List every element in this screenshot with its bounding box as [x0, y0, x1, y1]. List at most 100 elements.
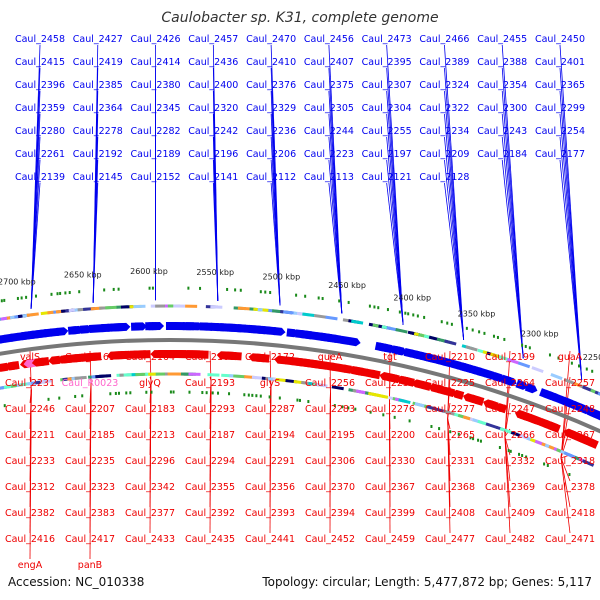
- forward-gene-label: Caul_2415: [15, 57, 65, 68]
- forward-gene-label: Caul_2121: [362, 172, 412, 183]
- label-connector: [269, 384, 272, 534]
- gc-dot: [407, 312, 410, 316]
- forward-gene-arrow: [55, 327, 69, 336]
- cog-bar: [40, 379, 53, 384]
- cog-bar: [414, 402, 427, 409]
- reverse-gene-label: Caul_2435: [185, 534, 235, 545]
- forward-gene-label: Caul_2458: [15, 34, 65, 45]
- forward-gene-label: Caul_2385: [73, 80, 123, 91]
- gc-dot: [259, 290, 262, 294]
- gc-dot: [58, 396, 61, 400]
- gc-dot: [307, 400, 310, 404]
- reverse-gene-label: Caul_2399: [365, 508, 415, 519]
- reverse-gene-arrow: [368, 369, 381, 380]
- gc-dot: [408, 419, 411, 423]
- reverse-gene-label: Caul_2168: [185, 352, 235, 363]
- forward-gene-arrow: [348, 337, 361, 347]
- forward-gene-label: Caul_2395: [362, 57, 412, 68]
- scale-tick-label: 2300 kbp: [521, 329, 559, 338]
- label-connector: [209, 380, 212, 534]
- gene-labels: Caul_2458 Caul_2427 Caul_2426 Caul_2457 Caul…: [5, 34, 595, 571]
- forward-gene-label: Caul_2414: [131, 57, 181, 68]
- reverse-gene-label: Caul_2213: [125, 430, 175, 441]
- gc-dot: [304, 294, 307, 298]
- forward-gene-label: Caul_2456: [304, 34, 354, 45]
- cog-bar: [135, 372, 148, 377]
- label-connector: [328, 182, 343, 314]
- reverse-gene-label: Caul_2207: [65, 404, 115, 415]
- gc-dot: [465, 326, 468, 330]
- reverse-gene-label: Caul_2172: [245, 352, 295, 363]
- forward-gene-label: Caul_2113: [304, 172, 354, 183]
- forward-gene-label: Caul_2329: [246, 103, 296, 114]
- gc-dot: [341, 405, 344, 409]
- reverse-gene-label: Caul_2409: [485, 508, 535, 519]
- gc-dot: [546, 463, 549, 467]
- gc-dot: [56, 292, 59, 296]
- forward-gene-label: Caul_2396: [15, 80, 65, 91]
- reverse-gene-label: Caul_2433: [125, 534, 175, 545]
- gc-dot: [3, 404, 6, 408]
- reverse-gene-label: Caul_2356: [245, 482, 295, 493]
- label-connector: [386, 159, 404, 326]
- gc-dot: [264, 290, 267, 294]
- reverse-gene-label: Caul_2477: [425, 534, 475, 545]
- gc-dot: [449, 430, 452, 434]
- reverse-gene-label: Caul_2210: [425, 352, 475, 363]
- gc-dot: [259, 394, 262, 398]
- gc-dot: [369, 410, 372, 414]
- forward-gene-label: Caul_2427: [73, 34, 123, 45]
- gc-dot: [150, 390, 153, 394]
- label-connector: [389, 403, 391, 534]
- forward-gene-label: Caul_2324: [419, 80, 469, 91]
- reverse-gene-label: engA: [18, 560, 43, 571]
- forward-gene-label: Caul_2450: [535, 34, 585, 45]
- reverse-gene-label: Caul_2369: [485, 482, 535, 493]
- forward-gene-label: Caul_2364: [73, 103, 123, 114]
- scale-tick-label: 2600 kbp: [130, 267, 168, 276]
- label-connector: [92, 182, 99, 303]
- cog-bar: [155, 304, 168, 308]
- cog-bar: [465, 345, 478, 352]
- forward-gene-label: Caul_2388: [477, 57, 527, 68]
- reverse-gene-label: Caul_2370: [305, 482, 355, 493]
- label-connector: [504, 436, 511, 534]
- reverse-gene-arrow: [586, 438, 599, 449]
- scale-tick-label: 2700 kbp: [0, 277, 36, 286]
- gc-dot: [3, 298, 6, 302]
- reverse-gene-arrow: [442, 387, 456, 398]
- gc-dot: [148, 286, 151, 290]
- gc-dot: [477, 438, 480, 442]
- reverse-gene-label: Caul_2408: [425, 508, 475, 519]
- forward-gene-label: Caul_2365: [535, 80, 585, 91]
- label-connector: [501, 136, 524, 359]
- gc-dot: [354, 407, 357, 411]
- map-title: Caulobacter sp. K31, complete genome: [161, 10, 438, 26]
- gc-dot: [521, 454, 524, 458]
- reverse-gene-arrow: [48, 355, 61, 365]
- gc-dot: [251, 393, 254, 397]
- label-connector: [209, 376, 212, 381]
- reverse-gene-label: Caul_2164: [125, 352, 175, 363]
- reverse-gene-label: Caul_2195: [305, 430, 355, 441]
- reverse-gene-label: Caul_2459: [365, 534, 415, 545]
- reverse-gene-label: Caul_2318: [545, 456, 595, 467]
- reverse-gene-label: tgt: [383, 352, 397, 363]
- reverse-gene-label: Caul_2482: [485, 534, 535, 545]
- reverse-gene-label: Caul_2416: [5, 534, 55, 545]
- forward-gene-arrow: [504, 375, 517, 387]
- cog-bar: [302, 312, 315, 318]
- reverse-gene-label: Caul_2194: [245, 430, 295, 441]
- reverse-gene-label: Caul_2225: [425, 378, 475, 389]
- gc-dot: [25, 295, 28, 299]
- scale-tick-label: 2550 kbp: [196, 268, 234, 277]
- reverse-gene-label: Caul_2441: [245, 534, 295, 545]
- gc-dot: [20, 296, 23, 300]
- reverse-gene-label: guaA: [558, 352, 583, 363]
- reverse-gene-label: Caul_2306: [305, 456, 355, 467]
- cog-bar: [233, 374, 246, 379]
- forward-gene-label: Caul_2242: [188, 126, 238, 137]
- gc-dot: [247, 393, 250, 397]
- cog-bar: [275, 377, 288, 383]
- label-connector: [447, 418, 451, 534]
